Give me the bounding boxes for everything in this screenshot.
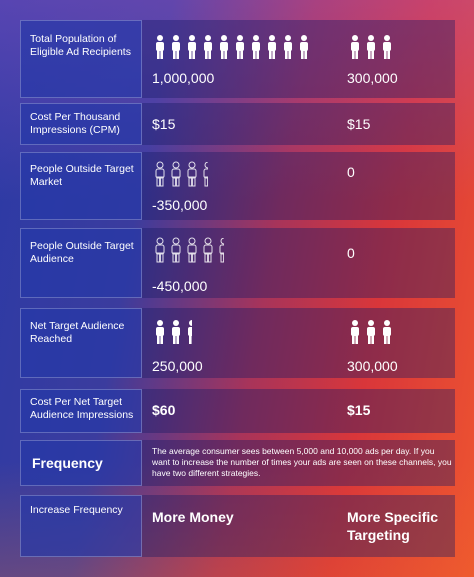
left-value: More Money [152,509,234,525]
frequency-title: Frequency [32,455,103,471]
label-box [20,440,142,486]
left-value: $60 [152,402,176,418]
right-value: 0 [347,164,355,180]
row-label: Cost Per Net Target Audience Impressions [30,396,134,421]
left-value: 250,000 [152,358,203,374]
label-box [20,103,142,145]
row-label: People Outside Target Market [30,163,134,188]
row-label: Total Population of Eligible Ad Recipien… [30,33,131,58]
row-band [20,152,455,220]
left-value: $15 [152,116,176,132]
label-box [20,389,142,433]
row-band [20,440,455,486]
right-value: 300,000 [347,70,398,86]
right-value: More Specific Targeting [347,509,439,543]
row-label: Net Target Audience Reached [30,320,125,345]
right-value: 300,000 [347,358,398,374]
label-box [20,152,142,220]
frequency-text: The average consumer sees between 5,000 … [152,446,452,478]
row-band [20,308,455,378]
left-value: -350,000 [152,197,208,213]
row-band [20,20,455,98]
label-box [20,20,142,98]
left-value: 1,000,000 [152,70,215,86]
label-box [20,228,142,298]
label-box [20,308,142,378]
label-box [20,495,142,557]
row-band [20,495,455,557]
right-value: $15 [347,116,371,132]
right-value: 0 [347,245,355,261]
left-value: -450,000 [152,278,208,294]
right-value: $15 [347,402,371,418]
row-band [20,103,455,145]
row-label: Increase Frequency [30,504,123,516]
row-band [20,389,455,433]
row-band [20,228,455,298]
row-label: People Outside Target Audience [30,240,134,265]
row-label: Cost Per Thousand Impressions (CPM) [30,111,121,136]
